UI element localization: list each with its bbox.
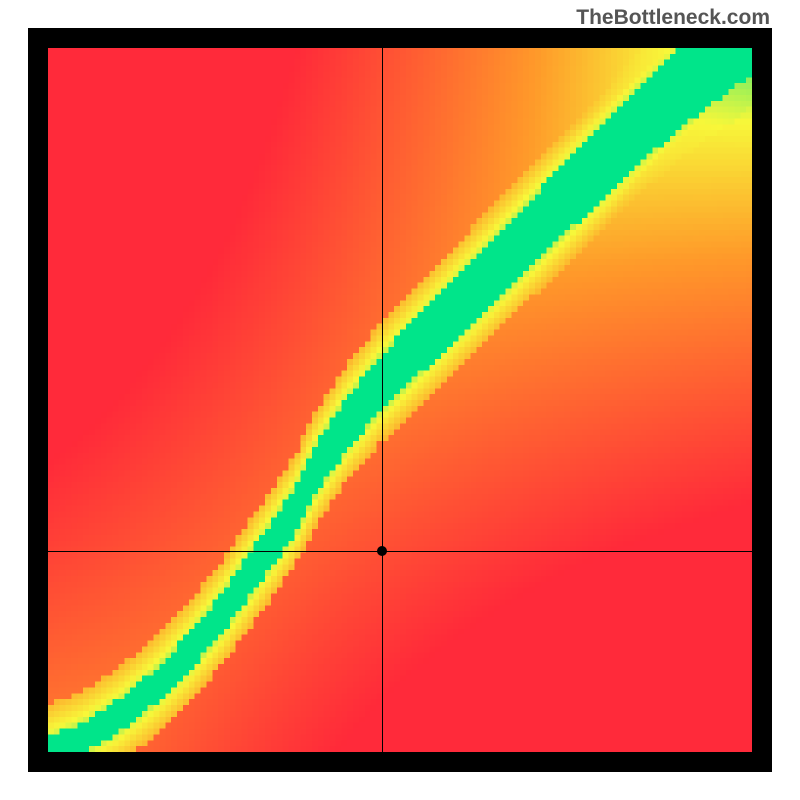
- bottleneck-heatmap: [48, 48, 752, 752]
- crosshair-horizontal: [48, 551, 752, 552]
- crosshair-vertical: [382, 48, 383, 752]
- chart-container: TheBottleneck.com: [0, 0, 800, 800]
- watermark-text: TheBottleneck.com: [576, 6, 770, 30]
